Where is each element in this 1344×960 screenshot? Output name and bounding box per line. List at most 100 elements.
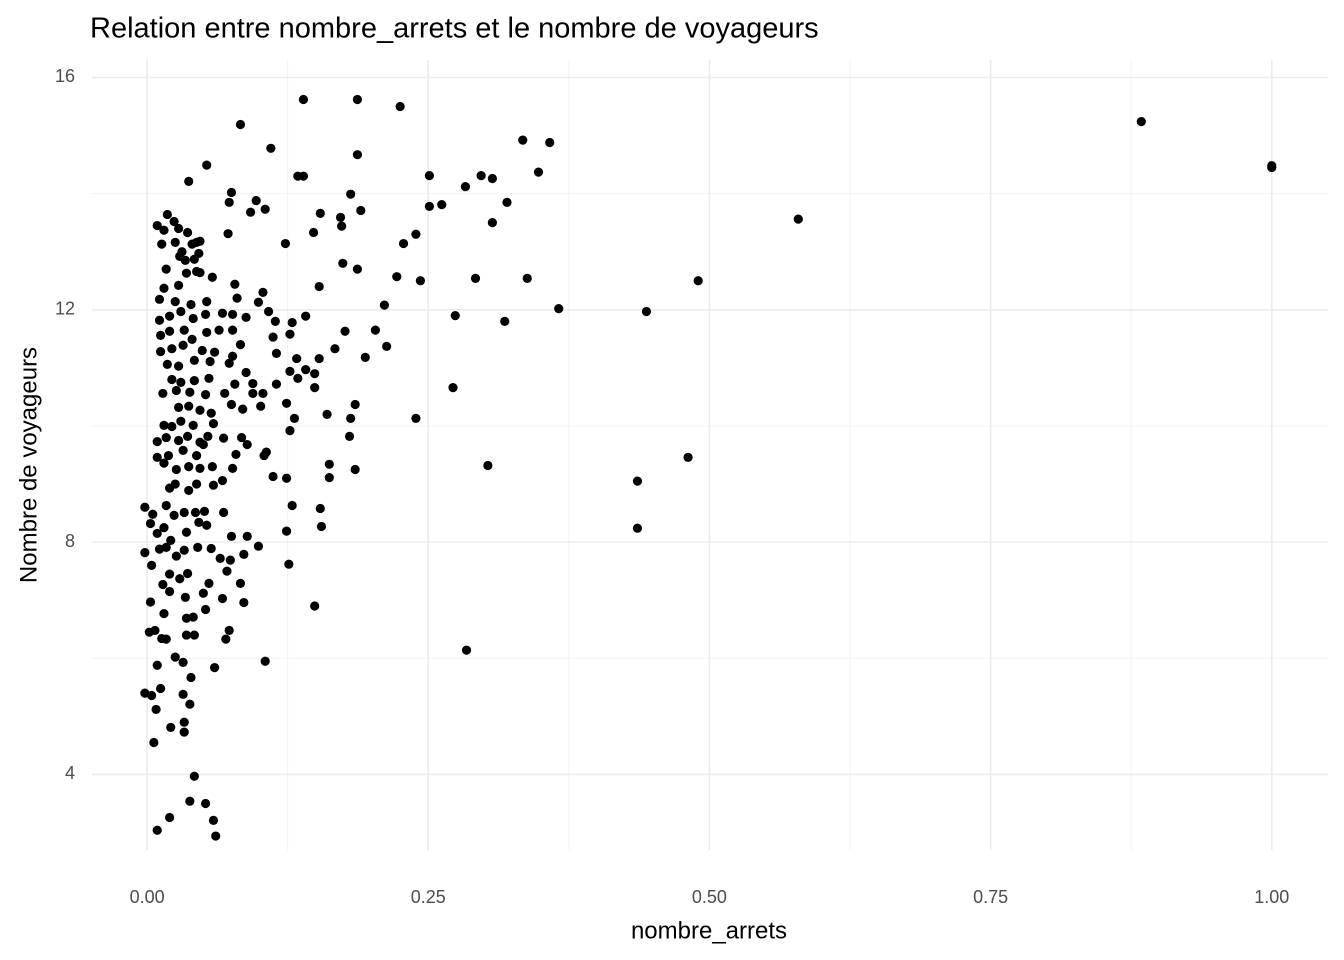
point	[159, 225, 169, 235]
point	[285, 329, 295, 339]
chart-title: Relation entre nombre_arrets et le nombr…	[90, 13, 819, 45]
point	[379, 300, 390, 310]
point	[166, 535, 176, 545]
point	[182, 568, 193, 579]
point	[190, 507, 201, 518]
point	[152, 437, 162, 447]
point	[161, 500, 171, 511]
point	[161, 542, 171, 552]
point	[162, 209, 172, 220]
point	[315, 208, 325, 218]
point	[292, 353, 302, 364]
point	[260, 204, 270, 214]
point	[338, 258, 348, 268]
point	[260, 656, 270, 666]
point	[176, 306, 186, 317]
point	[182, 431, 193, 442]
point	[448, 383, 458, 393]
point	[241, 312, 251, 322]
point	[179, 727, 189, 737]
point	[204, 373, 214, 383]
point	[324, 473, 334, 483]
point	[208, 480, 219, 490]
point	[259, 450, 269, 461]
point	[159, 420, 169, 430]
point	[310, 383, 320, 393]
point	[350, 464, 360, 475]
point	[200, 389, 211, 400]
point	[287, 317, 297, 328]
point	[224, 197, 234, 207]
point	[189, 771, 199, 781]
point	[163, 450, 174, 461]
point	[200, 798, 211, 809]
point	[287, 500, 297, 511]
point	[335, 212, 346, 223]
point	[206, 543, 216, 554]
x-tick-label: 1.00	[1254, 887, 1289, 907]
point	[217, 308, 228, 318]
point	[370, 325, 381, 335]
point	[285, 366, 295, 376]
point	[161, 264, 171, 274]
point	[145, 518, 156, 529]
point	[251, 195, 261, 206]
point	[266, 143, 276, 153]
point	[411, 229, 421, 239]
point	[200, 309, 211, 320]
point	[176, 416, 186, 426]
point	[165, 569, 175, 579]
point	[310, 369, 320, 379]
point	[235, 119, 246, 130]
point	[239, 549, 249, 559]
point	[211, 831, 221, 841]
point	[152, 452, 162, 462]
point	[167, 374, 177, 385]
point	[220, 388, 230, 399]
point	[179, 507, 189, 518]
point	[185, 796, 195, 806]
point	[209, 347, 220, 357]
point	[230, 379, 240, 389]
point	[159, 523, 169, 533]
point	[316, 521, 327, 532]
point	[346, 413, 356, 424]
point	[158, 579, 168, 590]
point	[157, 239, 167, 249]
point	[170, 652, 180, 662]
point	[315, 503, 325, 514]
point	[171, 551, 181, 561]
point	[209, 663, 220, 673]
point	[632, 476, 643, 486]
point	[191, 237, 202, 247]
point	[152, 825, 162, 835]
point	[161, 634, 171, 644]
point	[165, 326, 175, 336]
point	[173, 435, 184, 446]
point	[301, 365, 311, 375]
point	[186, 672, 196, 683]
point	[227, 309, 238, 320]
point	[330, 344, 340, 354]
point	[165, 311, 175, 321]
point	[167, 344, 177, 354]
point	[324, 459, 334, 469]
point	[184, 485, 194, 496]
point	[248, 388, 258, 399]
point	[165, 586, 175, 597]
point	[188, 420, 198, 430]
point	[232, 293, 242, 303]
point	[227, 463, 238, 473]
point	[158, 388, 168, 399]
point	[205, 356, 215, 367]
point	[154, 294, 165, 304]
point	[337, 221, 347, 231]
point	[298, 94, 309, 105]
point	[148, 509, 158, 519]
point	[195, 405, 205, 415]
point	[207, 462, 217, 472]
point	[204, 578, 214, 588]
point	[181, 527, 192, 537]
